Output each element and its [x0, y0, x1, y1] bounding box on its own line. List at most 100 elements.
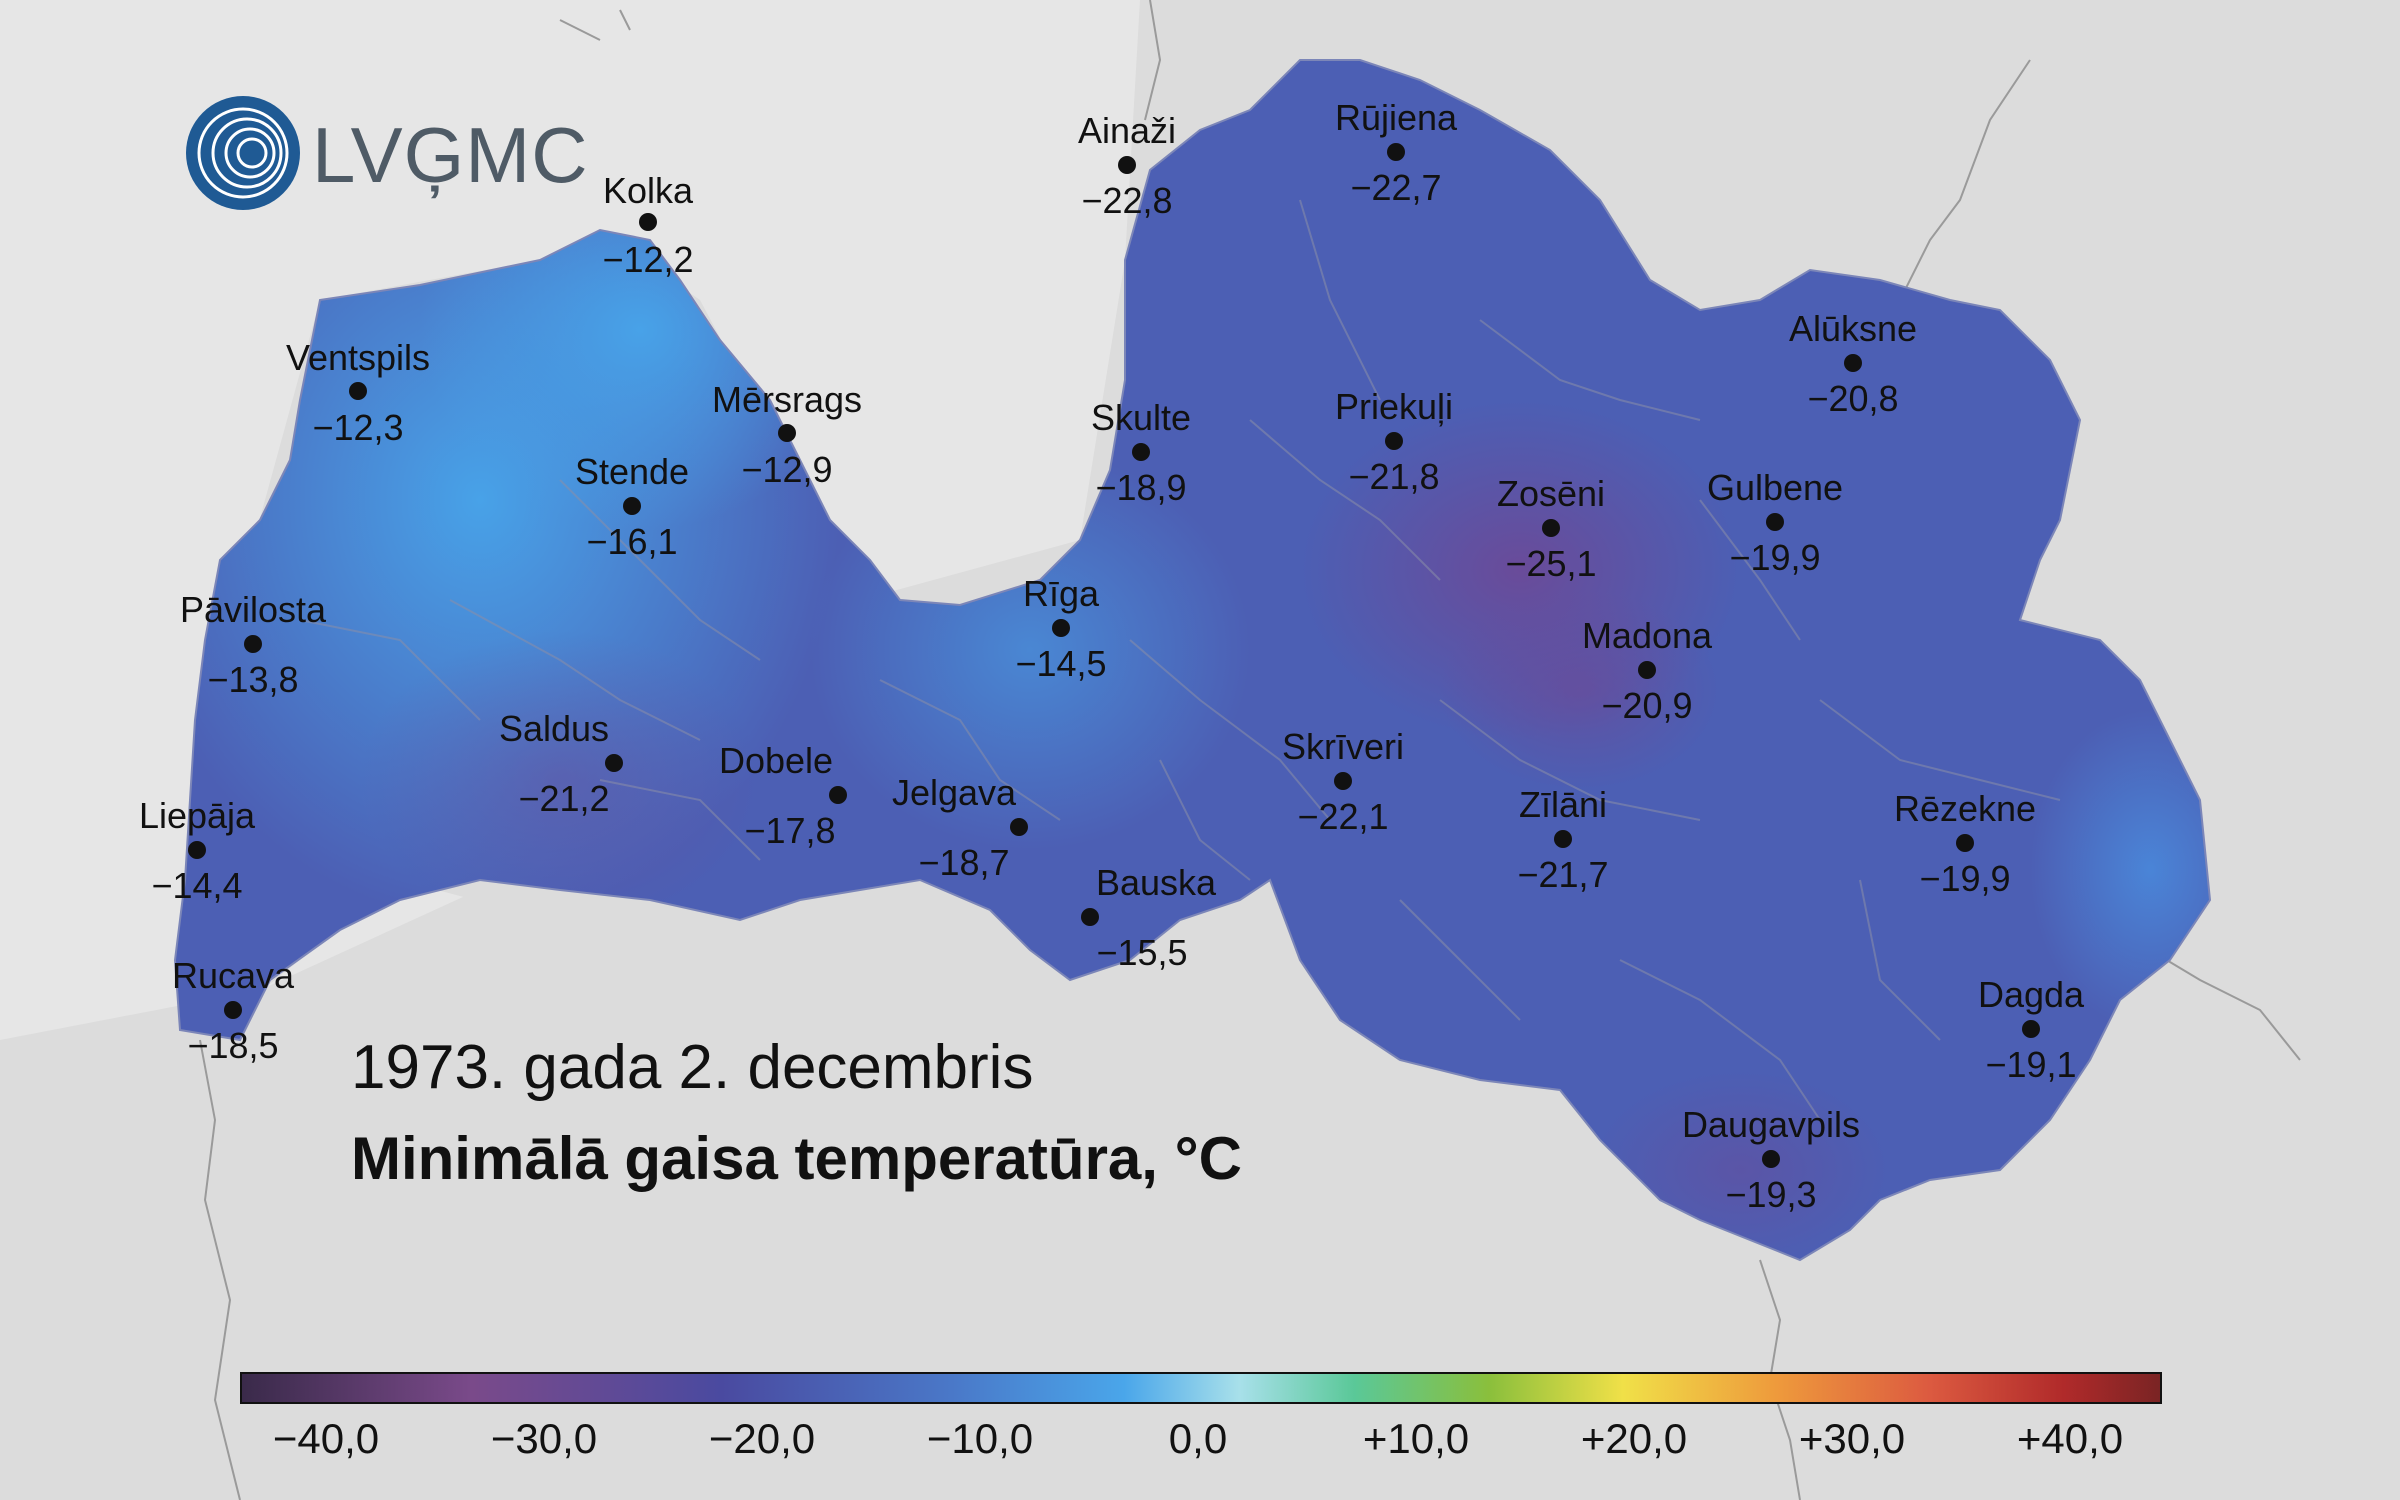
- colorbar: [240, 1372, 2162, 1404]
- station-value: −22,7: [1350, 167, 1441, 208]
- station-value: −19,9: [1919, 858, 2010, 899]
- station-value: −20,8: [1807, 378, 1898, 419]
- colorbar-tick-label: 0,0: [1168, 1415, 1228, 1462]
- station-name: Alūksne: [1789, 308, 1917, 349]
- station-rucava: Rucava −18,5: [172, 955, 295, 1066]
- station-marker: [224, 1001, 242, 1019]
- station-name: Jelgava: [892, 772, 1017, 813]
- station-value: −25,1: [1505, 543, 1596, 584]
- station-marker: [1334, 772, 1352, 790]
- station-zosēni: Zosēni −25,1: [1497, 473, 1605, 584]
- colorbar-tick-label: +20,0: [1580, 1415, 1688, 1462]
- station-marker: [349, 382, 367, 400]
- stations-layer: Kolka −12,2 Ainaži −22,8 Rūjiena −22,7 Ventspi…: [139, 97, 2085, 1215]
- station-name: Gulbene: [1707, 467, 1843, 508]
- land-outside-south: [0, 880, 2400, 1500]
- station-value: −16,1: [586, 521, 677, 562]
- station-value: −12,9: [741, 449, 832, 490]
- station-marker: [1118, 156, 1136, 174]
- station-name: Dobele: [719, 740, 833, 781]
- station-name: Ainaži: [1078, 110, 1176, 151]
- station-marker: [1542, 519, 1560, 537]
- station-marker: [1844, 354, 1862, 372]
- station-name: Pāvilosta: [180, 589, 327, 630]
- station-value: −14,4: [151, 865, 242, 906]
- station-zīlāni: Zīlāni −21,7: [1517, 784, 1608, 895]
- station-name: Mērsrags: [712, 379, 862, 420]
- station-marker: [623, 497, 641, 515]
- station-madona: Madona −20,9: [1582, 615, 1713, 726]
- station-stende: Stende −16,1: [575, 451, 689, 562]
- station-value: −18,7: [918, 842, 1009, 883]
- station-name: Priekuļi: [1335, 386, 1453, 427]
- latvia-outline: [173, 59, 2212, 1262]
- station-name: Zosēni: [1497, 473, 1605, 514]
- station-marker: [1638, 661, 1656, 679]
- station-value: −19,3: [1725, 1174, 1816, 1215]
- station-value: −20,9: [1601, 685, 1692, 726]
- lvgmc-logo-icon: [186, 96, 300, 210]
- station-name: Saldus: [499, 708, 609, 749]
- station-skulte: Skulte −18,9: [1091, 397, 1191, 508]
- colorbar-tick-label: +10,0: [1362, 1415, 1470, 1462]
- station-marker: [1387, 143, 1405, 161]
- station-dobele: Dobele −17,8: [719, 740, 847, 851]
- station-kolka: Kolka −12,2: [602, 170, 694, 280]
- station-value: −17,8: [744, 810, 835, 851]
- colorbar-tick-label: −10,0: [926, 1415, 1034, 1462]
- station-value: −12,2: [602, 239, 693, 280]
- station-rīga: Rīga −14,5: [1015, 573, 1106, 684]
- station-marker: [244, 635, 262, 653]
- station-name: Skrīveri: [1282, 726, 1404, 767]
- station-value: −12,3: [312, 407, 403, 448]
- station-value: −22,8: [1081, 180, 1172, 221]
- station-marker: [188, 841, 206, 859]
- station-marker: [778, 424, 796, 442]
- station-ventspils: Ventspils −12,3: [286, 337, 430, 448]
- station-name: Stende: [575, 451, 689, 492]
- station-alūksne: Alūksne −20,8: [1789, 308, 1917, 419]
- station-name: Kolka: [603, 170, 694, 211]
- station-priekuļi: Priekuļi −21,8: [1335, 386, 1453, 497]
- station-name: Madona: [1582, 615, 1713, 656]
- station-liepāja: Liepāja −14,4: [139, 795, 256, 906]
- station-marker: [1052, 619, 1070, 637]
- station-value: −14,5: [1015, 643, 1106, 684]
- station-name: Daugavpils: [1682, 1104, 1860, 1145]
- station-value: −22,1: [1297, 796, 1388, 837]
- station-value: −15,5: [1096, 932, 1187, 973]
- station-daugavpils: Daugavpils −19,3: [1682, 1104, 1860, 1215]
- station-value: −19,9: [1729, 537, 1820, 578]
- station-marker: [1385, 432, 1403, 450]
- station-name: Zīlāni: [1519, 784, 1607, 825]
- colorbar-tick-label: −20,0: [708, 1415, 816, 1462]
- station-marker: [1766, 513, 1784, 531]
- station-name: Rucava: [172, 955, 295, 996]
- station-jelgava: Jelgava −18,7: [892, 772, 1028, 883]
- station-value: −21,8: [1348, 456, 1439, 497]
- municipality-boundaries: [299, 199, 2061, 1121]
- colorbar-tick-label: −40,0: [272, 1415, 380, 1462]
- station-pāvilosta: Pāvilosta −13,8: [180, 589, 327, 700]
- colorbar-tick-label: +30,0: [1798, 1415, 1906, 1462]
- station-marker: [2022, 1020, 2040, 1038]
- logo-text: LVĢMC: [312, 111, 589, 199]
- station-rēzekne: Rēzekne −19,9: [1894, 788, 2036, 899]
- station-name: Rīga: [1023, 573, 1100, 614]
- station-value: −19,1: [1985, 1044, 2076, 1085]
- station-value: −21,2: [518, 778, 609, 819]
- station-marker: [1132, 443, 1150, 461]
- station-name: Rēzekne: [1894, 788, 2036, 829]
- station-name: Dagda: [1978, 974, 2085, 1015]
- station-marker: [829, 786, 847, 804]
- station-name: Liepāja: [139, 795, 256, 836]
- station-marker: [605, 754, 623, 772]
- station-rūjiena: Rūjiena −22,7: [1335, 97, 1458, 208]
- colorbar-tick-label: −30,0: [490, 1415, 598, 1462]
- station-name: Skulte: [1091, 397, 1191, 438]
- station-mērsrags: Mērsrags −12,9: [712, 379, 862, 490]
- station-marker: [639, 213, 657, 231]
- colorbar-tick-label: +40,0: [2016, 1415, 2124, 1462]
